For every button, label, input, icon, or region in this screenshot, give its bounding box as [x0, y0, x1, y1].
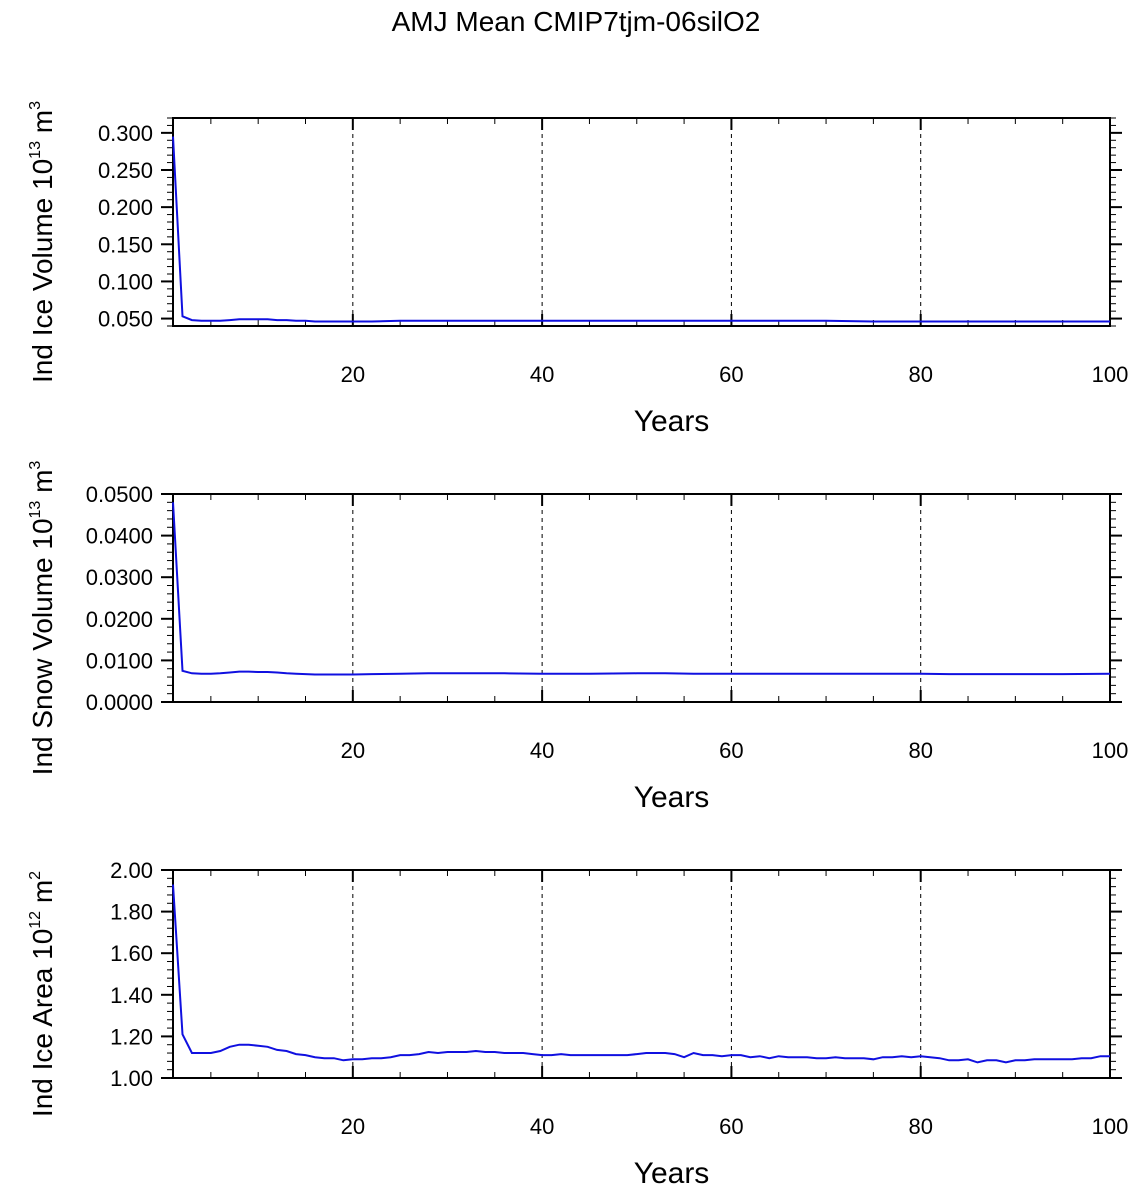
x-axis-label: Years	[634, 405, 710, 438]
y-tick-label: 0.300	[98, 121, 153, 146]
y-tick-label: 0.0500	[86, 482, 153, 507]
panel-3: 20 40 60 80 100 1.00 1.20 1.40 1.60 1.80 2.00 Years…	[27, 858, 1128, 1188]
y-tick-label: 0.200	[98, 195, 153, 220]
series-line	[172, 502, 1111, 676]
x-tick-label: 20	[341, 1114, 365, 1139]
y-tick-label: 1.20	[110, 1024, 153, 1049]
y-tick-label: 1.80	[110, 900, 153, 925]
plot-frame	[172, 117, 1111, 327]
y-axis-label: Ind Ice Volume 1013 m3	[27, 101, 58, 383]
y-tick-label: 0.100	[98, 269, 153, 294]
x-tick-label: 100	[1092, 738, 1129, 763]
y-tick-label: 0.050	[98, 307, 153, 332]
x-tick-label: 80	[908, 362, 932, 387]
y-tick-label: 1.00	[110, 1066, 153, 1091]
y-tick-label: 0.0200	[86, 607, 153, 632]
x-tick-label: 40	[530, 1114, 554, 1139]
y-tick-label: 2.00	[110, 858, 153, 883]
panel-2: 20 40 60 80 100 0.0000 0.0100 0.0200 0.0300 0.040…	[27, 461, 1128, 814]
y-tick-label: 0.0000	[86, 690, 153, 715]
y-tick-label: 0.0300	[86, 565, 153, 590]
x-tick-label: 60	[719, 738, 743, 763]
plot-frame	[172, 869, 1111, 1079]
x-tick-label: 20	[341, 362, 365, 387]
series-line	[172, 884, 1110, 1064]
y-tick-label: 0.0400	[86, 524, 153, 549]
y-tick-label: 0.150	[98, 232, 153, 257]
x-axis-label: Years	[634, 1157, 710, 1188]
y-tick-label: 1.40	[110, 983, 153, 1008]
panel-1: 20 40 60 80 100 0.050 0.100 0.150 0.200 0.250 0.30…	[27, 101, 1128, 438]
x-tick-label: 100	[1092, 362, 1129, 387]
x-tick-label: 60	[719, 1114, 743, 1139]
plot-frame	[172, 493, 1111, 703]
x-tick-label: 80	[908, 1114, 932, 1139]
series-line	[172, 136, 1110, 323]
x-tick-label: 40	[530, 738, 554, 763]
panels: 20 40 60 80 100 0.050 0.100 0.150 0.200 0.250 0.30…	[27, 101, 1128, 1188]
x-tick-label: 80	[908, 738, 932, 763]
x-tick-label: 100	[1092, 1114, 1129, 1139]
y-axis-label: Ind Snow Volume 1013 m3	[27, 461, 58, 776]
chart-title: AMJ Mean CMIP7tjm-06silO2	[392, 6, 761, 37]
x-axis-label: Years	[634, 781, 710, 814]
x-tick-label: 20	[341, 738, 365, 763]
y-tick-label: 0.250	[98, 158, 153, 183]
x-tick-label: 40	[530, 362, 554, 387]
y-tick-label: 1.60	[110, 941, 153, 966]
x-tick-label: 60	[719, 362, 743, 387]
y-tick-label: 0.0100	[86, 648, 153, 673]
y-axis-label: Ind Ice Area 1012 m2	[27, 871, 58, 1117]
